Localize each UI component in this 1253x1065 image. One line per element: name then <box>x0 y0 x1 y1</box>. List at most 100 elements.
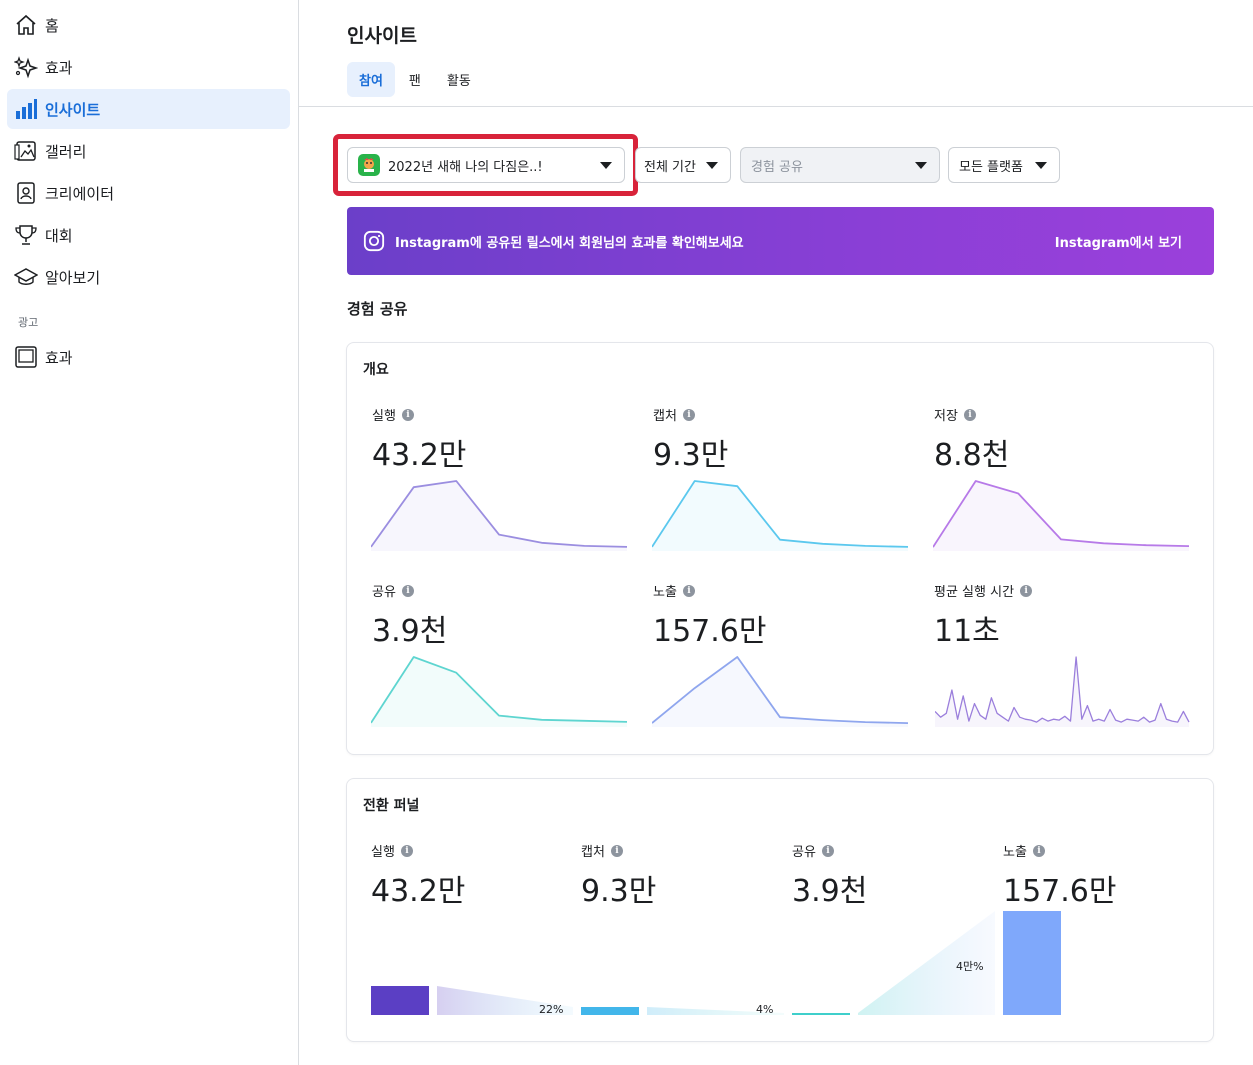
info-icon[interactable]: i <box>400 844 413 857</box>
sidebar-item-home[interactable]: 홈 <box>7 5 290 45</box>
bar-chart-icon <box>13 96 39 122</box>
experience-select[interactable]: 경험 공유 <box>740 147 940 183</box>
metric-value: 8.8천 <box>934 438 1010 473</box>
conversion-rate: 22% <box>539 1003 564 1016</box>
funnel-connector <box>437 986 573 1015</box>
chevron-down-icon <box>600 162 612 169</box>
funnel-stage-label: 실행 <box>371 845 395 860</box>
sidebar-item-label: 크리에이터 <box>45 184 115 203</box>
sparkline-area <box>652 481 908 551</box>
chevron-down-icon <box>706 162 718 169</box>
metric-shares: 공유 i 3.9천 <box>372 581 632 650</box>
info-icon[interactable]: i <box>682 584 695 597</box>
sidebar-item-label: 홈 <box>45 16 59 35</box>
metric-value: 3.9천 <box>372 614 448 649</box>
metric-label: 노출 <box>653 585 677 600</box>
sidebar-section-ads: 광고 <box>18 316 39 329</box>
trophy-icon <box>13 222 39 248</box>
chevron-down-icon <box>1035 162 1047 169</box>
sparkline-area <box>933 481 1189 551</box>
sidebar-item-insights[interactable]: 인사이트 <box>7 89 290 129</box>
funnel-bar <box>371 986 429 1015</box>
conversion-rate: 4만% <box>956 960 984 973</box>
gallery-icon <box>13 138 39 164</box>
sparkline-line <box>371 656 628 724</box>
main-content: 인사이트 참여 팬 활동 2022년 새해 나의 다짐은..! 전체 기간 경험… <box>299 0 1253 1065</box>
funnel-stage-label: 캡처 <box>581 845 605 860</box>
sidebar-item-label: 알아보기 <box>45 268 101 287</box>
effect-select[interactable]: 2022년 새해 나의 다짐은..! <box>347 147 625 183</box>
sidebar-item-effects[interactable]: 효과 <box>7 47 290 87</box>
instagram-banner: Instagram에 공유된 릴스에서 회원님의 효과를 확인해보세요 Inst… <box>347 207 1214 275</box>
info-icon[interactable]: i <box>963 408 976 421</box>
sparkline-line <box>652 480 909 548</box>
tab-bar: 참여 팬 활동 <box>347 62 485 97</box>
platform-select[interactable]: 모든 플랫폼 <box>948 147 1060 183</box>
funnel-stage-runs: 실행 i 43.2만 <box>371 841 631 910</box>
sidebar-item-creators[interactable]: 크리에이터 <box>7 173 290 213</box>
sparkline-line <box>933 480 1190 548</box>
chevron-down-icon <box>915 162 927 169</box>
section-title: 경험 공유 <box>347 300 408 318</box>
sidebar-item-ad-effects[interactable]: 효과 <box>7 337 290 377</box>
funnel-stage-label: 공유 <box>792 845 816 860</box>
metric-value: 43.2만 <box>372 438 467 473</box>
sparkline-area <box>652 657 908 727</box>
funnel-stage-impressions: 노출 i 157.6만 <box>1003 841 1253 910</box>
funnel-title: 전환 퍼널 <box>363 798 420 814</box>
sparkline-area <box>935 657 1189 727</box>
sidebar-item-contests[interactable]: 대회 <box>7 215 290 255</box>
home-icon <box>13 12 39 38</box>
info-icon[interactable]: i <box>401 584 414 597</box>
sparkline-saves <box>933 480 1190 551</box>
period-select[interactable]: 전체 기간 <box>635 147 731 183</box>
funnel-bar <box>1003 911 1061 1015</box>
info-icon[interactable]: i <box>821 844 834 857</box>
info-icon[interactable]: i <box>682 408 695 421</box>
sparkline-line <box>935 656 1190 723</box>
sparkline-line <box>371 480 628 548</box>
metric-avg-run-time: 평균 실행 시간 i 11초 <box>934 581 1194 650</box>
sparkline-area <box>371 657 627 727</box>
metric-label: 실행 <box>372 409 396 424</box>
tab-engagement[interactable]: 참여 <box>347 62 395 97</box>
funnel-stage-value: 9.3만 <box>581 874 657 909</box>
sidebar-item-label: 효과 <box>45 348 73 367</box>
sparkline-avg-run-time <box>935 656 1190 727</box>
sidebar-item-learn[interactable]: 알아보기 <box>7 257 290 297</box>
conversion-rate: 4% <box>756 1003 774 1016</box>
creator-icon <box>13 180 39 206</box>
metric-label: 캡처 <box>653 409 677 424</box>
tab-activity[interactable]: 활동 <box>446 74 471 89</box>
funnel-chart <box>371 911 1061 1015</box>
info-icon[interactable]: i <box>1032 844 1045 857</box>
funnel-bar <box>792 1013 850 1015</box>
funnel-stage-value: 157.6만 <box>1003 874 1117 909</box>
info-icon[interactable]: i <box>1020 584 1033 597</box>
period-select-value: 전체 기간 <box>644 159 696 175</box>
funnel-stage-captures: 캡처 i 9.3만 <box>581 841 841 910</box>
info-icon[interactable]: i <box>610 844 623 857</box>
instagram-icon <box>363 230 385 252</box>
funnel-stage-value: 43.2만 <box>371 874 466 909</box>
effect-thumbnail <box>358 154 380 176</box>
sidebar-item-gallery[interactable]: 갤러리 <box>7 131 290 171</box>
metric-label: 평균 실행 시간 <box>934 585 1015 600</box>
metric-label: 공유 <box>372 585 396 600</box>
funnel-connector <box>647 1007 784 1015</box>
graduation-cap-icon <box>13 264 39 290</box>
funnel-connector <box>858 911 995 1015</box>
sparkle-icon <box>13 54 39 80</box>
info-icon[interactable]: i <box>401 408 414 421</box>
sparkline-impressions <box>652 656 909 727</box>
metric-value: 157.6만 <box>653 614 767 649</box>
sidebar-item-label: 효과 <box>45 58 73 77</box>
funnel-stage-label: 노출 <box>1003 845 1027 860</box>
tab-fans[interactable]: 팬 <box>408 74 421 89</box>
funnel-stage-shares: 공유 i 3.9천 <box>792 841 1052 910</box>
view-on-instagram-link[interactable]: Instagram에서 보기 <box>1054 236 1182 251</box>
metric-runs: 실행 i 43.2만 <box>372 405 632 474</box>
sparkline-captures <box>652 480 909 551</box>
divider <box>299 106 1253 107</box>
sparkline-line <box>652 656 909 724</box>
